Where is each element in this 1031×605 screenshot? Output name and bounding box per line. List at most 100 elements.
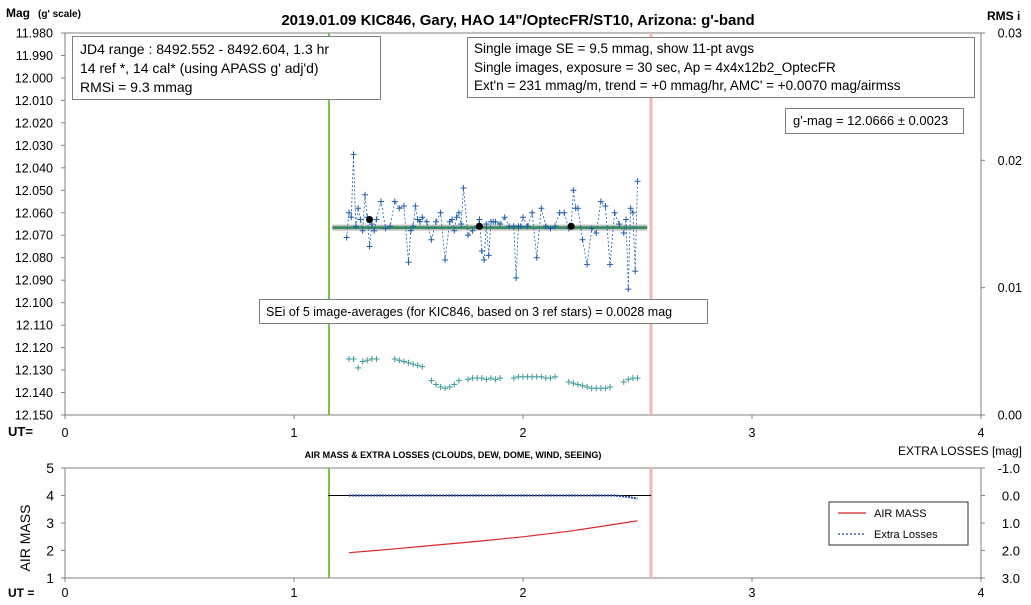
rms-point (400, 358, 407, 365)
single-image-point (625, 286, 632, 293)
single-image-point (451, 227, 458, 234)
single-image-point (387, 223, 394, 230)
single-image-point (465, 232, 472, 239)
single-image-point (437, 209, 444, 216)
rms-point (350, 355, 357, 362)
single-image-point (442, 256, 449, 263)
single-image-point (483, 221, 490, 227)
single-image-point (410, 223, 417, 230)
single-image-point (607, 261, 614, 268)
top-x-tick-labels: 0 1 2 3 4 (62, 415, 985, 440)
single-image-point (593, 229, 600, 236)
rms-point (355, 364, 362, 371)
single-image-point (412, 203, 419, 210)
rms-point (442, 385, 449, 392)
bottom-y-tick-label: 3 (46, 515, 54, 531)
rms-point (497, 375, 504, 382)
rms-point (437, 383, 444, 390)
rms-point (579, 382, 586, 389)
top-y-tick-label: 12.000 (15, 71, 53, 85)
image-average-point (567, 222, 575, 230)
single-image-point (371, 227, 378, 234)
top-y-tick-label: 12.040 (15, 161, 53, 175)
single-image-point (343, 234, 350, 241)
rms-point (487, 375, 494, 382)
single-image-point (574, 205, 581, 212)
single-image-point (432, 218, 439, 225)
single-image-point (611, 209, 618, 216)
single-image-point (602, 203, 609, 210)
single-image-point (529, 209, 536, 216)
top-y2-tick-label: 0.00 (998, 409, 1022, 423)
top-y-tick-label: 12.060 (15, 206, 53, 220)
bottom-x-tick-label: 3 (749, 586, 756, 600)
rms-point (574, 381, 581, 388)
info-box-right: Single image SE = 9.5 mmag, show 11-pt a… (467, 37, 975, 98)
top-y-tick-label: 12.130 (15, 364, 53, 378)
single-image-point (348, 214, 355, 221)
top-x-tick-label: 0 (62, 426, 69, 440)
single-image-point (478, 247, 485, 254)
rms-point (607, 383, 614, 390)
single-image-point (538, 205, 545, 212)
top-x-tick-label: 4 (978, 426, 985, 440)
top-series-group (332, 151, 648, 392)
bottom-chart-title: AIR MASS & EXTRA LOSSES (CLOUDS, DEW, DO… (305, 450, 602, 460)
top-y-tick-label: 12.080 (15, 251, 53, 265)
single-image-point (366, 243, 373, 250)
bottom-x-tick-label: 4 (978, 586, 985, 600)
single-image-point (627, 205, 634, 212)
single-image-point (570, 187, 577, 194)
rms-point (483, 376, 490, 383)
rms-point (419, 363, 426, 370)
rms-point (465, 376, 472, 383)
single-image-point (561, 209, 568, 216)
rms-point (396, 357, 403, 364)
single-image-point (453, 214, 460, 221)
bottom-series-group (328, 494, 652, 554)
bottom-y-tick-label: 1 (46, 570, 54, 586)
single-image-point (396, 205, 403, 212)
airmass-line (348, 520, 638, 554)
single-image-point (533, 254, 540, 261)
chart-title: 2019.01.09 KIC846, Gary, HAO 14"/OptecFR… (281, 12, 754, 29)
single-image-point (497, 221, 504, 227)
single-image-point (616, 221, 623, 227)
single-image-point (423, 218, 430, 225)
top-x-tick-label: 3 (749, 426, 756, 440)
info-left-line-2: 14 ref *, 14 cal* (using APASS g' adj'd) (80, 60, 319, 76)
info-right-line-3: Ext'n = 231 mmag/m, trend = +0 mmag/hr, … (474, 78, 901, 93)
single-image-point (547, 225, 554, 232)
top-ylabel-sub: (g' scale) (38, 9, 81, 20)
rms-point (552, 373, 559, 380)
rms-point (510, 375, 517, 382)
rms-point (565, 378, 572, 385)
top-y2-tick-label: 0.03 (998, 27, 1022, 41)
rms-point (410, 361, 417, 368)
top-y-tick-label: 12.140 (15, 386, 53, 400)
bottom-y2-tick-label: 1.0 (1002, 516, 1020, 531)
single-image-point (597, 198, 604, 205)
single-image-point (542, 223, 549, 230)
top-y-tick-label: 12.100 (15, 296, 53, 310)
single-image-point (634, 178, 641, 185)
top-y-tick-label: 11.980 (16, 27, 53, 41)
single-image-point (620, 229, 627, 236)
bottom-y-tick-label: 5 (46, 460, 54, 476)
info-left-line-1: JD4 range : 8492.552 - 8492.604, 1.3 hr (80, 41, 330, 57)
single-image-point (361, 191, 368, 198)
sei-text: SEi of 5 image-averages (for KIC846, bas… (266, 305, 673, 319)
single-image-point (419, 214, 426, 221)
top-y2label: RMS i (987, 9, 1020, 23)
single-image-point (407, 227, 414, 234)
single-image-point (492, 218, 499, 225)
rms-point (359, 358, 366, 365)
image-average-point (475, 222, 483, 230)
top-x-tick-label: 2 (520, 426, 527, 440)
top-y-tick-label: 11.990 (16, 49, 53, 63)
info-right-line-2: Single images, exposure = 30 sec, Ap = 4… (474, 59, 836, 75)
rms-point (625, 376, 632, 383)
single-image-point (378, 198, 385, 205)
rms-point (634, 375, 641, 382)
